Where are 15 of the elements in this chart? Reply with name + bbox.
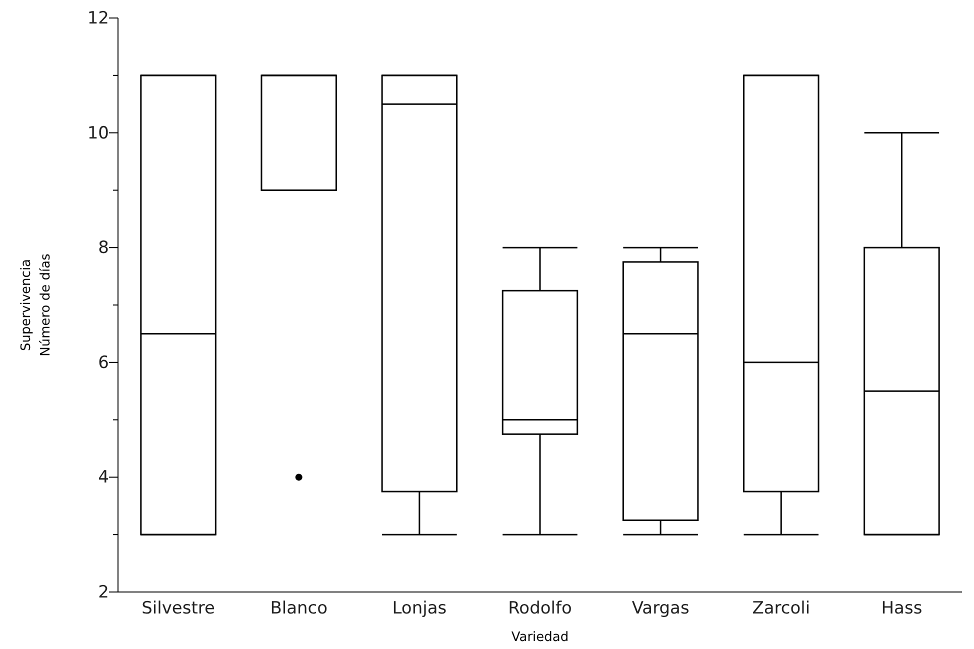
x-tick-label: Zarcoli (752, 598, 810, 619)
y-axis-title: Supervivencia Número de días (19, 253, 54, 356)
y-tick-label: 10 (87, 123, 109, 144)
x-tick-label: Silvestre (142, 598, 215, 619)
y-tick-label: 12 (87, 8, 109, 28)
x-tick-label: Rodolfo (508, 598, 572, 619)
x-tick-label: Vargas (632, 598, 690, 619)
x-tick-label: Lonjas (392, 598, 447, 619)
y-tick-label: 8 (98, 238, 109, 258)
x-axis-title: Variedad (511, 630, 569, 645)
y-tick-label: 2 (98, 582, 109, 602)
y-tick-label: 6 (98, 352, 109, 373)
x-tick-label: Hass (881, 598, 922, 619)
x-tick-label: Blanco (270, 598, 328, 619)
y-tick-label: 4 (98, 468, 109, 488)
